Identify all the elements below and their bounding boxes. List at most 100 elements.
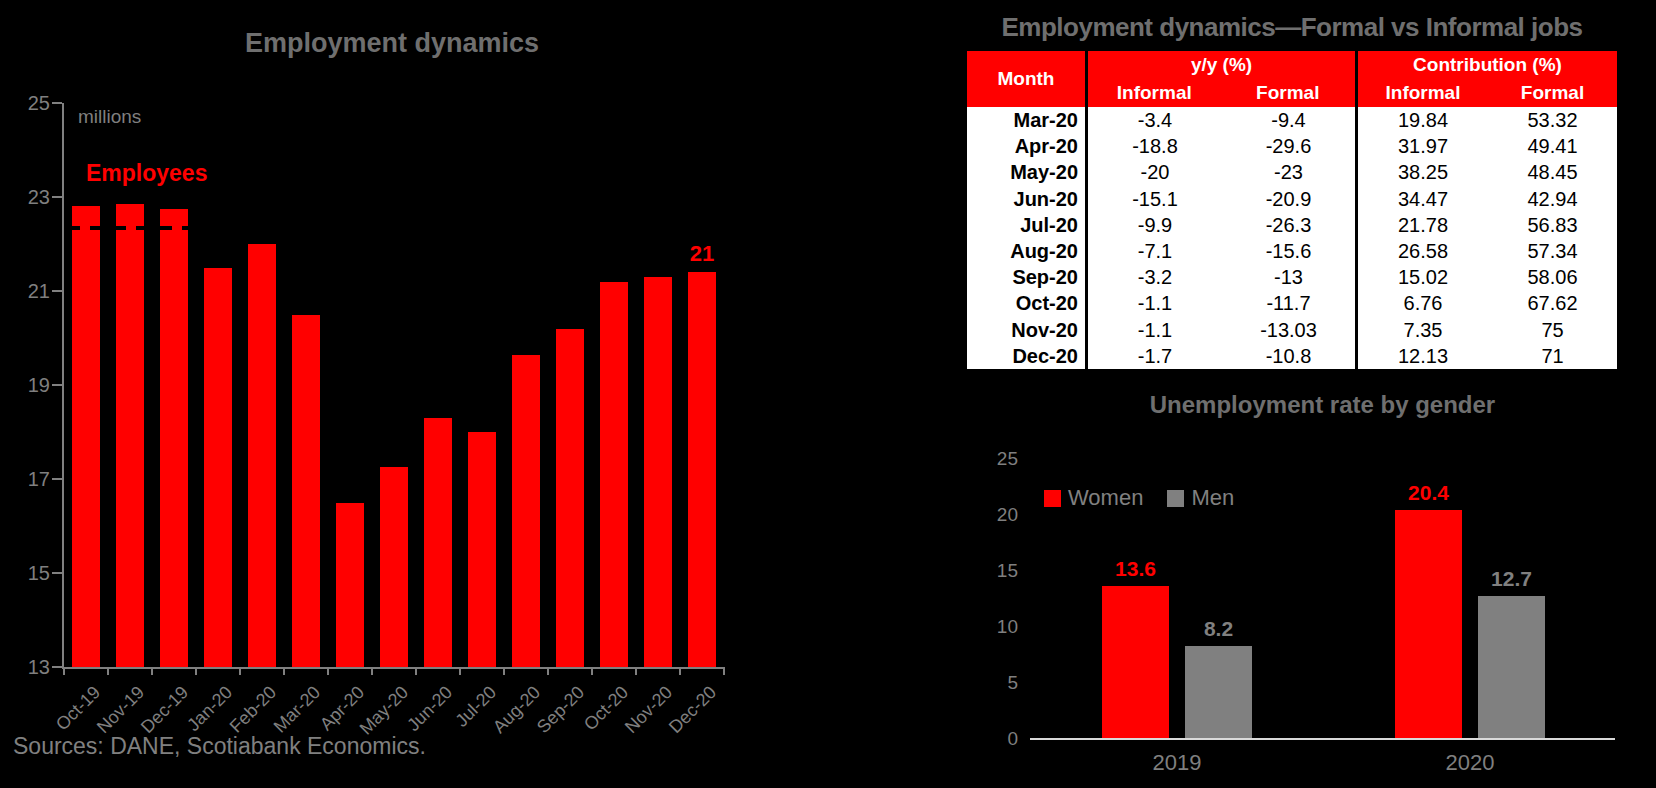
bar-women-2020	[1395, 510, 1462, 739]
gender-y-label-5: 5	[982, 672, 1018, 694]
x-label-Jan-20: Jan-20	[183, 682, 237, 736]
men-legend-swatch-icon	[1167, 490, 1184, 507]
x-label-Jun-20: Jun-20	[403, 682, 457, 736]
header-yy-formal: Formal	[1221, 79, 1355, 107]
cell-value: -9.4	[1222, 107, 1358, 133]
bar-label-men-2019: 8.2	[1174, 617, 1264, 641]
cell-value: -9.9	[1088, 212, 1222, 238]
cell-value: -1.1	[1088, 317, 1222, 343]
cell-value: 48.45	[1488, 159, 1617, 185]
gender-y-label-20: 20	[982, 504, 1018, 526]
x-tick-6	[327, 667, 329, 675]
x-label-Dec-19: Dec-19	[137, 682, 193, 738]
cell-value: -13.03	[1222, 317, 1358, 343]
y-tick-23	[52, 196, 62, 198]
employment-dynamics-chart: millions Employees 25232119171513 Oct-19…	[62, 103, 724, 669]
bar-Nov-20	[644, 277, 672, 667]
cell-value: 49.41	[1488, 133, 1617, 159]
cell-value: 42.94	[1488, 186, 1617, 212]
table-row-Apr-20: Apr-20-18.8-29.631.9749.41	[967, 133, 1617, 159]
cell-month: Apr-20	[967, 133, 1088, 159]
bar-Apr-20	[336, 503, 364, 668]
x-label-Nov-20: Nov-20	[621, 682, 677, 738]
table-row-Jun-20: Jun-20-15.1-20.934.4742.94	[967, 186, 1617, 212]
cell-value: -15.1	[1088, 186, 1222, 212]
cell-value: 56.83	[1488, 212, 1617, 238]
cell-value: 38.25	[1358, 159, 1488, 185]
gender-y-label-10: 10	[982, 616, 1018, 638]
cell-value: -23	[1222, 159, 1358, 185]
bar-label-women-2019: 13.6	[1091, 557, 1181, 581]
cell-value: -20	[1088, 159, 1222, 185]
cell-value: -26.3	[1222, 212, 1358, 238]
cell-month: Jul-20	[967, 212, 1088, 238]
cell-value: 26.58	[1358, 238, 1488, 264]
cell-value: 75	[1488, 317, 1617, 343]
bar-Mar-20	[292, 315, 320, 668]
table-row-Dec-20: Dec-20-1.7-10.812.1371	[967, 343, 1617, 369]
x-tick-7	[371, 667, 373, 675]
cell-value: -15.6	[1222, 238, 1358, 264]
cell-value: 53.32	[1488, 107, 1617, 133]
cell-value: -7.1	[1088, 238, 1222, 264]
cell-value: -18.8	[1088, 133, 1222, 159]
bar-label-women-2020: 20.4	[1384, 481, 1474, 505]
cell-month: Jun-20	[967, 186, 1088, 212]
legend-item-men: Men	[1167, 485, 1234, 511]
gender-legend: Women Men	[1044, 485, 1234, 511]
cell-value: -3.2	[1088, 264, 1222, 290]
header-contribution-label: Contribution (%)	[1358, 51, 1617, 79]
x-tick-10	[503, 667, 505, 675]
y-tick-15	[52, 572, 62, 574]
x-tick-9	[459, 667, 461, 675]
cell-value: 19.84	[1358, 107, 1488, 133]
cell-value: -10.8	[1222, 343, 1358, 369]
x-tick-0	[63, 667, 65, 675]
y-axis-unit-label: millions	[78, 106, 141, 128]
cell-value: -3.4	[1088, 107, 1222, 133]
table-row-May-20: May-20-20-2338.2548.45	[967, 159, 1617, 185]
x-tick-8	[415, 667, 417, 675]
x-tick-5	[283, 667, 285, 675]
y-tick-21	[52, 290, 62, 292]
bar-value-annotation: 21	[672, 241, 732, 267]
cell-value: 34.47	[1358, 186, 1488, 212]
gender-y-label-25: 25	[982, 448, 1018, 470]
series-label-employees: Employees	[86, 160, 207, 187]
formal-informal-table: Month y/y (%) Informal Formal Contributi…	[967, 51, 1617, 369]
cell-month: Mar-20	[967, 107, 1088, 133]
bar-Oct-19	[72, 206, 100, 667]
y-tick-label-17: 17	[8, 468, 50, 491]
cell-value: -11.7	[1222, 290, 1358, 316]
gender-chart-title: Unemployment rate by gender	[1030, 391, 1615, 419]
header-group-contribution: Contribution (%) Informal Formal	[1358, 51, 1617, 107]
cell-value: -1.1	[1088, 290, 1222, 316]
table-row-Aug-20: Aug-20-7.1-15.626.5857.34	[967, 238, 1617, 264]
y-tick-19	[52, 384, 62, 386]
cell-value: 12.13	[1358, 343, 1488, 369]
left-chart-title: Employment dynamics	[62, 28, 722, 59]
x-tick-3	[195, 667, 197, 675]
bar-Feb-20	[248, 244, 276, 667]
y-tick-label-25: 25	[8, 92, 50, 115]
x-label-Aug-20: Aug-20	[489, 682, 545, 738]
cell-month: Dec-20	[967, 343, 1088, 369]
table-row-Jul-20: Jul-20-9.9-26.321.7856.83	[967, 212, 1617, 238]
cell-value: -20.9	[1222, 186, 1358, 212]
x-tick-12	[591, 667, 593, 675]
header-ctb-informal: Informal	[1358, 79, 1488, 107]
cell-value: -1.7	[1088, 343, 1222, 369]
cell-month: Nov-20	[967, 317, 1088, 343]
cell-month: Aug-20	[967, 238, 1088, 264]
x-label-May-20: May-20	[356, 682, 413, 739]
cell-value: -29.6	[1222, 133, 1358, 159]
bar-Jan-20	[204, 268, 232, 668]
x-tick-2	[151, 667, 153, 675]
bar-men-2019	[1185, 646, 1252, 738]
table-row-Nov-20: Nov-20-1.1-13.037.3575	[967, 317, 1617, 343]
cell-value: 6.76	[1358, 290, 1488, 316]
bar-label-men-2020: 12.7	[1467, 567, 1557, 591]
bar-men-2020	[1478, 596, 1545, 738]
bar-Aug-20	[512, 355, 540, 668]
bar-Oct-20	[600, 282, 628, 667]
